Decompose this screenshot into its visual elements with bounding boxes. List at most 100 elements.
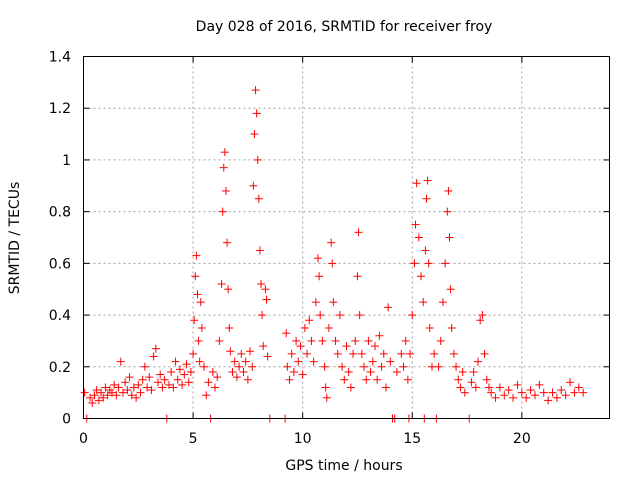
x-tick-label: 10 (294, 431, 312, 447)
data-point (215, 336, 224, 345)
data-point (414, 233, 423, 242)
data-point (454, 375, 463, 384)
x-tick-label: 15 (403, 431, 421, 447)
data-point (321, 383, 330, 392)
data-marks (80, 86, 588, 423)
data-point (309, 357, 318, 366)
data-point (219, 163, 228, 172)
data-point (509, 393, 518, 402)
data-point (570, 388, 579, 397)
data-point (574, 383, 583, 392)
data-point (476, 316, 485, 325)
data-point (548, 388, 557, 397)
data-point (379, 349, 388, 358)
data-point (80, 388, 89, 397)
data-point (158, 383, 167, 392)
data-point (410, 259, 419, 268)
data-point (412, 179, 421, 188)
data-point (346, 383, 355, 392)
data-point (443, 207, 452, 216)
data-point (195, 357, 204, 366)
data-point (424, 259, 433, 268)
data-point (408, 311, 417, 320)
data-point (360, 362, 369, 371)
data-point (344, 367, 353, 376)
axis-ticks: 0 5 10 15 20 0 0.2 0.4 0.6 0.8 1 1.2 1.4 (49, 50, 610, 447)
data-point (417, 272, 426, 281)
data-point (110, 380, 119, 389)
data-point (368, 357, 377, 366)
data-point (211, 383, 219, 392)
data-point (180, 370, 189, 379)
data-point (552, 393, 561, 402)
data-point (316, 311, 325, 320)
data-point (285, 375, 294, 384)
data-point (202, 391, 211, 400)
data-point (263, 352, 272, 361)
data-point (192, 251, 201, 260)
data-point (235, 362, 244, 371)
data-point (154, 378, 163, 387)
data-point (331, 336, 340, 345)
data-point (138, 375, 147, 384)
data-point (449, 349, 458, 358)
data-point (186, 367, 195, 376)
data-point (434, 362, 443, 371)
data-point (252, 109, 261, 118)
data-point (294, 357, 303, 366)
data-point (147, 386, 156, 395)
x-tick-label: 5 (189, 431, 198, 447)
data-point (349, 349, 358, 358)
data-point (315, 272, 324, 281)
data-point (171, 357, 180, 366)
y-tick-label: 0.8 (49, 205, 71, 221)
data-point (314, 254, 323, 263)
data-point (230, 357, 239, 366)
data-point (411, 220, 420, 229)
data-point (156, 370, 165, 379)
data-point (184, 378, 193, 387)
data-point (175, 365, 184, 374)
data-point (145, 373, 154, 382)
data-point (217, 280, 226, 289)
data-point (249, 181, 258, 190)
data-point (257, 280, 266, 289)
data-point (469, 367, 478, 376)
data-point (178, 380, 187, 389)
data-point (526, 386, 535, 395)
data-point (239, 367, 248, 376)
data-point (114, 383, 123, 392)
data-point (445, 233, 454, 242)
data-point (458, 367, 467, 376)
data-point (101, 383, 110, 392)
data-point (318, 336, 327, 345)
data-point (422, 194, 431, 203)
data-point (522, 393, 531, 402)
data-point (544, 396, 553, 405)
data-point (149, 352, 158, 361)
data-point (173, 375, 182, 384)
data-point (196, 298, 205, 307)
data-point (300, 324, 309, 332)
data-point (221, 186, 230, 195)
data-point (362, 375, 371, 384)
x-axis-label: GPS time / hours (285, 458, 402, 474)
data-point (197, 324, 206, 332)
data-point (127, 391, 136, 400)
data-point (320, 362, 329, 371)
data-point (213, 373, 222, 382)
data-point (123, 386, 132, 395)
data-point (373, 375, 382, 384)
data-point (305, 316, 314, 325)
data-point (232, 373, 241, 382)
data-point (97, 388, 106, 397)
data-point (121, 378, 130, 387)
data-point (399, 362, 408, 371)
data-point (241, 357, 250, 366)
data-point (193, 290, 202, 299)
data-point (384, 303, 393, 312)
data-point (504, 386, 513, 395)
data-point (112, 391, 121, 400)
data-point (86, 393, 95, 402)
data-point (253, 155, 262, 164)
